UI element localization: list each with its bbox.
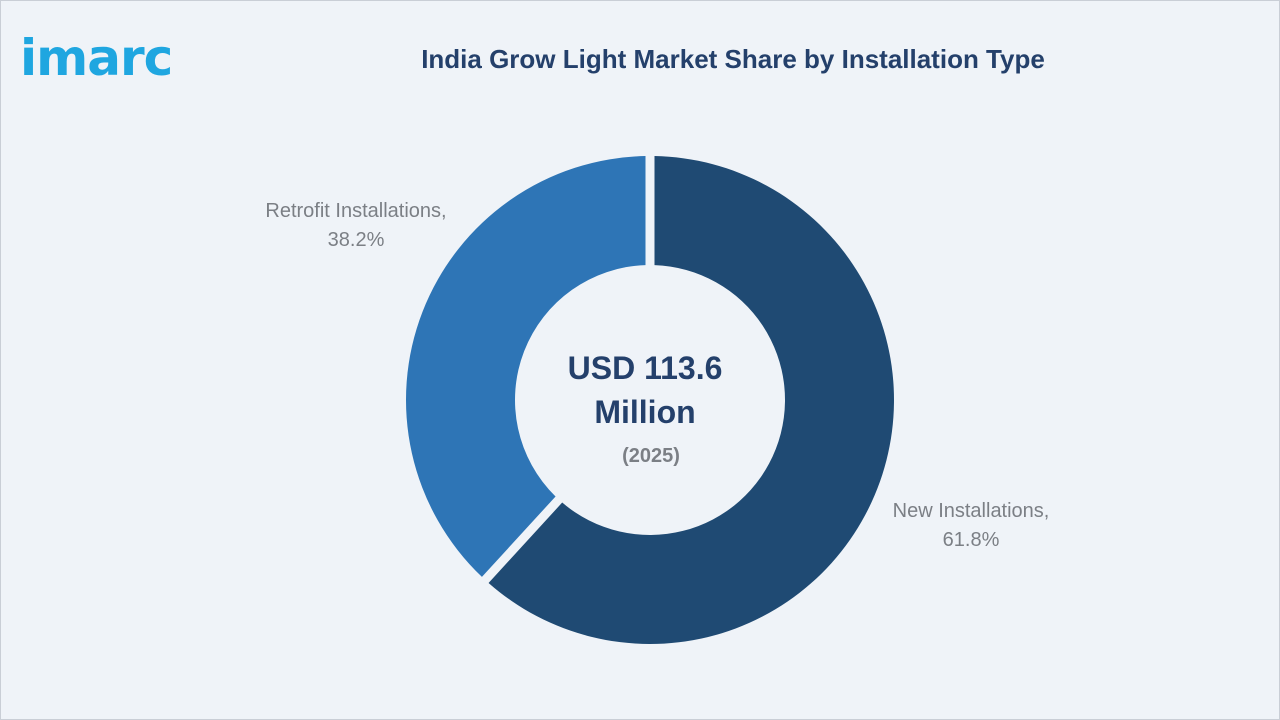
imarc-logo: imarc [20, 29, 173, 87]
slice-label-retrofit-value: 38.2% [328, 229, 385, 251]
slice-label-new-value: 61.8% [943, 529, 1000, 551]
slice-retrofit-installations [405, 156, 646, 577]
center-value-line1: USD 113.6 [568, 350, 723, 386]
center-value-line2: Million [594, 394, 695, 430]
donut-slices [405, 156, 894, 644]
chart-title: India Grow Light Market Share by Install… [421, 44, 1045, 74]
slice-new-installations [488, 156, 894, 644]
slice-label-retrofit-name: Retrofit Installations, [265, 200, 446, 222]
slice-label-new-name: New Installations, [893, 500, 1050, 522]
center-year: (2025) [622, 445, 680, 467]
